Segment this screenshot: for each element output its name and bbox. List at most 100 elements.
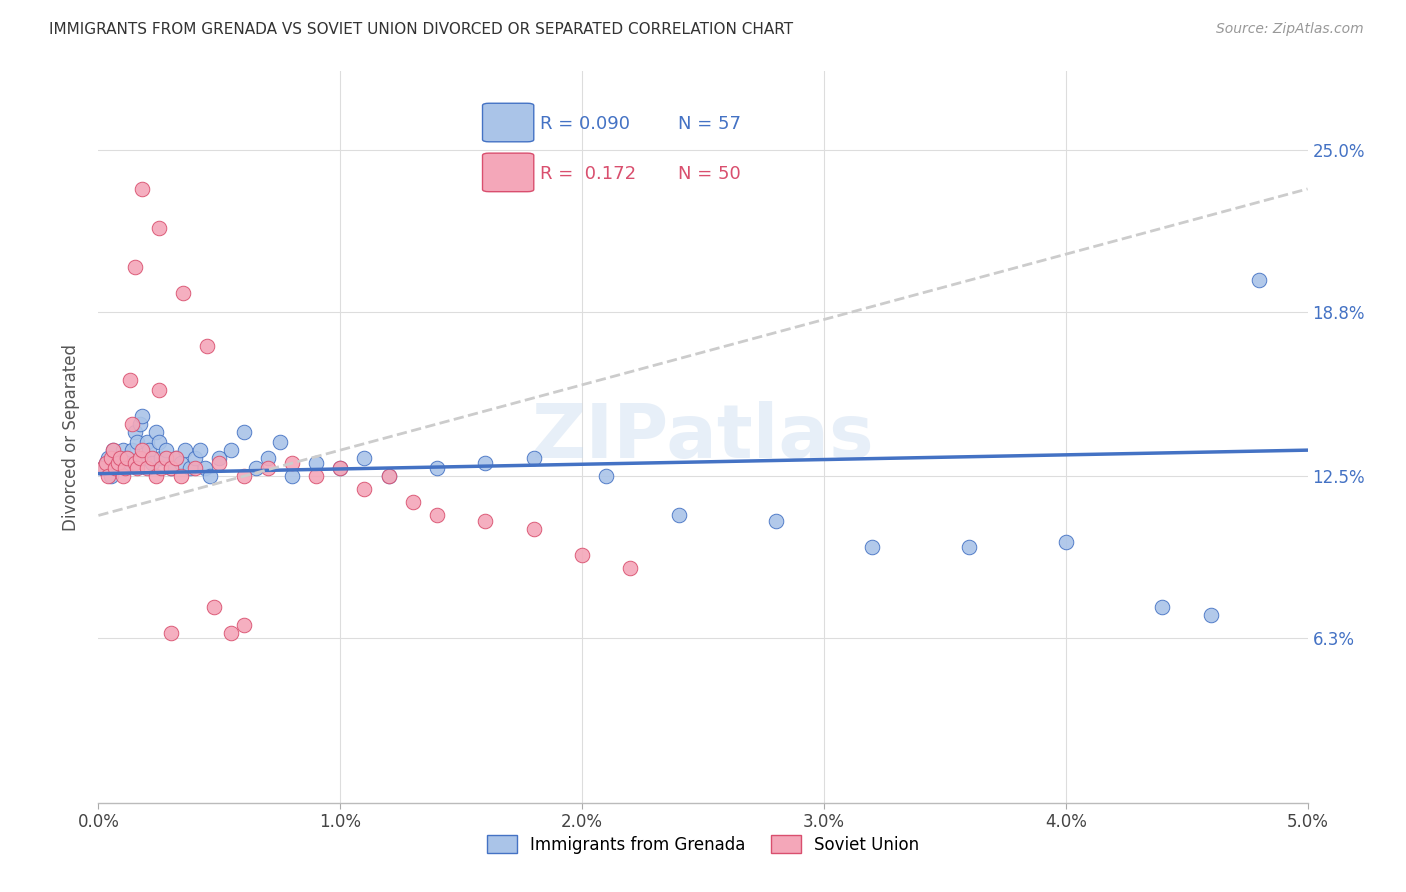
Point bbox=[127, 461, 149, 475]
Point bbox=[221, 626, 243, 640]
Point bbox=[107, 456, 129, 470]
Point bbox=[269, 435, 291, 450]
Point bbox=[208, 456, 231, 470]
Point bbox=[174, 443, 197, 458]
Point bbox=[100, 450, 122, 465]
Text: IMMIGRANTS FROM GRENADA VS SOVIET UNION DIVORCED OR SEPARATED CORRELATION CHART: IMMIGRANTS FROM GRENADA VS SOVIET UNION … bbox=[49, 22, 793, 37]
Point bbox=[128, 417, 150, 431]
Point bbox=[131, 409, 153, 424]
Point bbox=[101, 443, 124, 458]
Y-axis label: Divorced or Separated: Divorced or Separated bbox=[62, 343, 80, 531]
Point bbox=[117, 450, 139, 465]
Point bbox=[148, 221, 170, 235]
Point bbox=[114, 461, 136, 475]
Point bbox=[150, 461, 173, 475]
Point bbox=[523, 521, 546, 535]
Point bbox=[145, 469, 167, 483]
Point bbox=[402, 495, 425, 509]
Point bbox=[135, 435, 157, 450]
Point bbox=[208, 450, 231, 465]
Point bbox=[232, 425, 254, 439]
Point bbox=[184, 461, 207, 475]
Point bbox=[160, 461, 183, 475]
Point bbox=[114, 461, 136, 475]
Point bbox=[377, 469, 399, 483]
Point bbox=[232, 618, 254, 632]
Point bbox=[131, 182, 153, 196]
Point bbox=[118, 456, 141, 470]
Point bbox=[94, 456, 117, 470]
Point bbox=[94, 456, 117, 470]
Point bbox=[111, 443, 134, 458]
Point bbox=[305, 456, 328, 470]
Point bbox=[245, 461, 267, 475]
Point bbox=[957, 540, 980, 554]
Point bbox=[104, 461, 127, 475]
Point bbox=[150, 450, 173, 465]
Point bbox=[198, 469, 221, 483]
Point bbox=[108, 450, 131, 465]
Point bbox=[595, 469, 617, 483]
Point bbox=[353, 450, 375, 465]
Point bbox=[117, 450, 139, 465]
Point bbox=[148, 383, 170, 397]
Point bbox=[124, 260, 146, 275]
Point bbox=[1199, 607, 1222, 622]
Point bbox=[329, 461, 352, 475]
Point bbox=[221, 443, 243, 458]
Point bbox=[145, 425, 167, 439]
Point bbox=[281, 469, 304, 483]
Point bbox=[281, 456, 304, 470]
Point bbox=[668, 508, 690, 523]
Point bbox=[135, 461, 157, 475]
Point bbox=[204, 599, 226, 614]
Point bbox=[1054, 534, 1077, 549]
Point bbox=[121, 443, 143, 458]
Point bbox=[101, 443, 124, 458]
Point bbox=[353, 483, 375, 497]
Point bbox=[165, 450, 187, 465]
Point bbox=[172, 286, 194, 301]
Point bbox=[141, 450, 163, 465]
Point bbox=[124, 456, 146, 470]
Point bbox=[377, 469, 399, 483]
Point bbox=[426, 461, 449, 475]
Point bbox=[188, 443, 211, 458]
Legend: Immigrants from Grenada, Soviet Union: Immigrants from Grenada, Soviet Union bbox=[481, 829, 925, 860]
Point bbox=[148, 435, 170, 450]
Point bbox=[155, 450, 177, 465]
Point bbox=[124, 425, 146, 439]
Point bbox=[111, 469, 134, 483]
Point bbox=[118, 373, 141, 387]
Point bbox=[107, 456, 129, 470]
Point bbox=[104, 461, 127, 475]
Point bbox=[765, 514, 787, 528]
Point bbox=[138, 443, 160, 458]
Point bbox=[155, 443, 177, 458]
Text: Source: ZipAtlas.com: Source: ZipAtlas.com bbox=[1216, 22, 1364, 37]
Point bbox=[100, 469, 122, 483]
Point bbox=[134, 450, 156, 465]
Point bbox=[169, 456, 191, 470]
Point bbox=[97, 469, 120, 483]
Point bbox=[160, 626, 183, 640]
Point bbox=[305, 469, 328, 483]
Point bbox=[169, 469, 191, 483]
Point bbox=[121, 417, 143, 431]
Point bbox=[128, 450, 150, 465]
Point bbox=[474, 456, 496, 470]
Point bbox=[1249, 273, 1271, 287]
Point bbox=[184, 450, 207, 465]
Point bbox=[1152, 599, 1174, 614]
Point bbox=[179, 461, 201, 475]
Point bbox=[160, 461, 183, 475]
Point bbox=[97, 450, 120, 465]
Point bbox=[619, 560, 641, 574]
Point bbox=[108, 450, 131, 465]
Point bbox=[329, 461, 352, 475]
Point bbox=[91, 461, 114, 475]
Point bbox=[232, 469, 254, 483]
Point bbox=[523, 450, 546, 465]
Point bbox=[474, 514, 496, 528]
Point bbox=[860, 540, 883, 554]
